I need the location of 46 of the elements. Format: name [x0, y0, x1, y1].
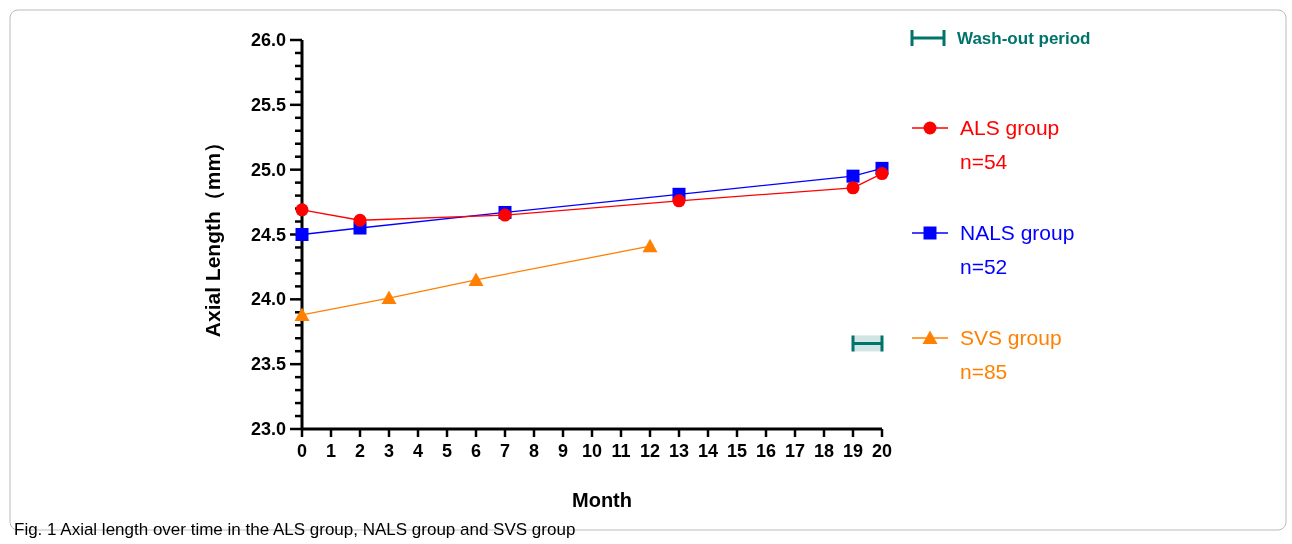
x-tick-label: 9 [557, 441, 569, 461]
point [846, 169, 860, 183]
x-tick-label: 14 [697, 441, 719, 461]
x-tick-label: 17 [784, 441, 806, 461]
y-tick-label: 23.0 [250, 419, 286, 439]
x-tick-label: 7 [499, 441, 511, 461]
x-tick-label: 19 [842, 441, 864, 461]
y-axis-title: Axial Length（mm） [201, 131, 224, 338]
x-tick-label: 10 [581, 441, 603, 461]
x-tick-label: 4 [412, 441, 424, 461]
caption: Fig. 1 Axial length over time in the ALS group, NALS group and SVS group [14, 520, 576, 539]
x-tick-label: 5 [441, 441, 453, 461]
x-tick-label: 20 [871, 441, 893, 461]
point [846, 181, 860, 195]
point [468, 272, 484, 286]
x-tick-label: 18 [813, 441, 835, 461]
x-tick-label: 1 [325, 441, 337, 461]
y-tick-label: 24.5 [250, 224, 286, 245]
y-tick-label: 24.0 [250, 289, 286, 310]
y-tick-label: 26.0 [250, 30, 286, 50]
x-tick-label: 0 [296, 441, 308, 461]
y-tick-label: 23.5 [250, 354, 286, 375]
point [294, 307, 310, 321]
x-tick-label: 8 [528, 441, 540, 461]
x-tick-label: 2 [354, 441, 366, 461]
point [875, 167, 889, 181]
x-tick-label: 11 [611, 441, 631, 461]
x-axis-title: Month [572, 489, 632, 511]
x-tick-label: 6 [470, 441, 482, 461]
y-tick-label: 25.5 [250, 94, 286, 115]
point [295, 203, 309, 217]
legend-label: NALS group n=52 [960, 221, 1075, 278]
x-tick-label: 15 [726, 441, 748, 461]
legend-label: SVS group n=85 [960, 326, 1062, 383]
point [295, 228, 309, 241]
point [381, 290, 397, 305]
x-tick-label: 13 [668, 441, 690, 461]
y-tick-label: 25.0 [250, 159, 286, 180]
point [353, 213, 367, 227]
x-tick-label: 3 [383, 441, 395, 461]
x-tick-label: 16 [755, 441, 777, 461]
point [672, 194, 686, 208]
point [642, 238, 658, 253]
x-tick-label: 12 [639, 441, 661, 461]
legend-label: Wash-out period [957, 29, 1091, 48]
legend-label: ALS group n=54 [960, 116, 1060, 173]
